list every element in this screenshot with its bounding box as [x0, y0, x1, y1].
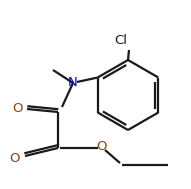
- Text: N: N: [68, 77, 78, 90]
- Text: O: O: [10, 152, 20, 164]
- Text: O: O: [97, 140, 107, 153]
- Text: Cl: Cl: [114, 33, 128, 46]
- Text: O: O: [13, 101, 23, 115]
